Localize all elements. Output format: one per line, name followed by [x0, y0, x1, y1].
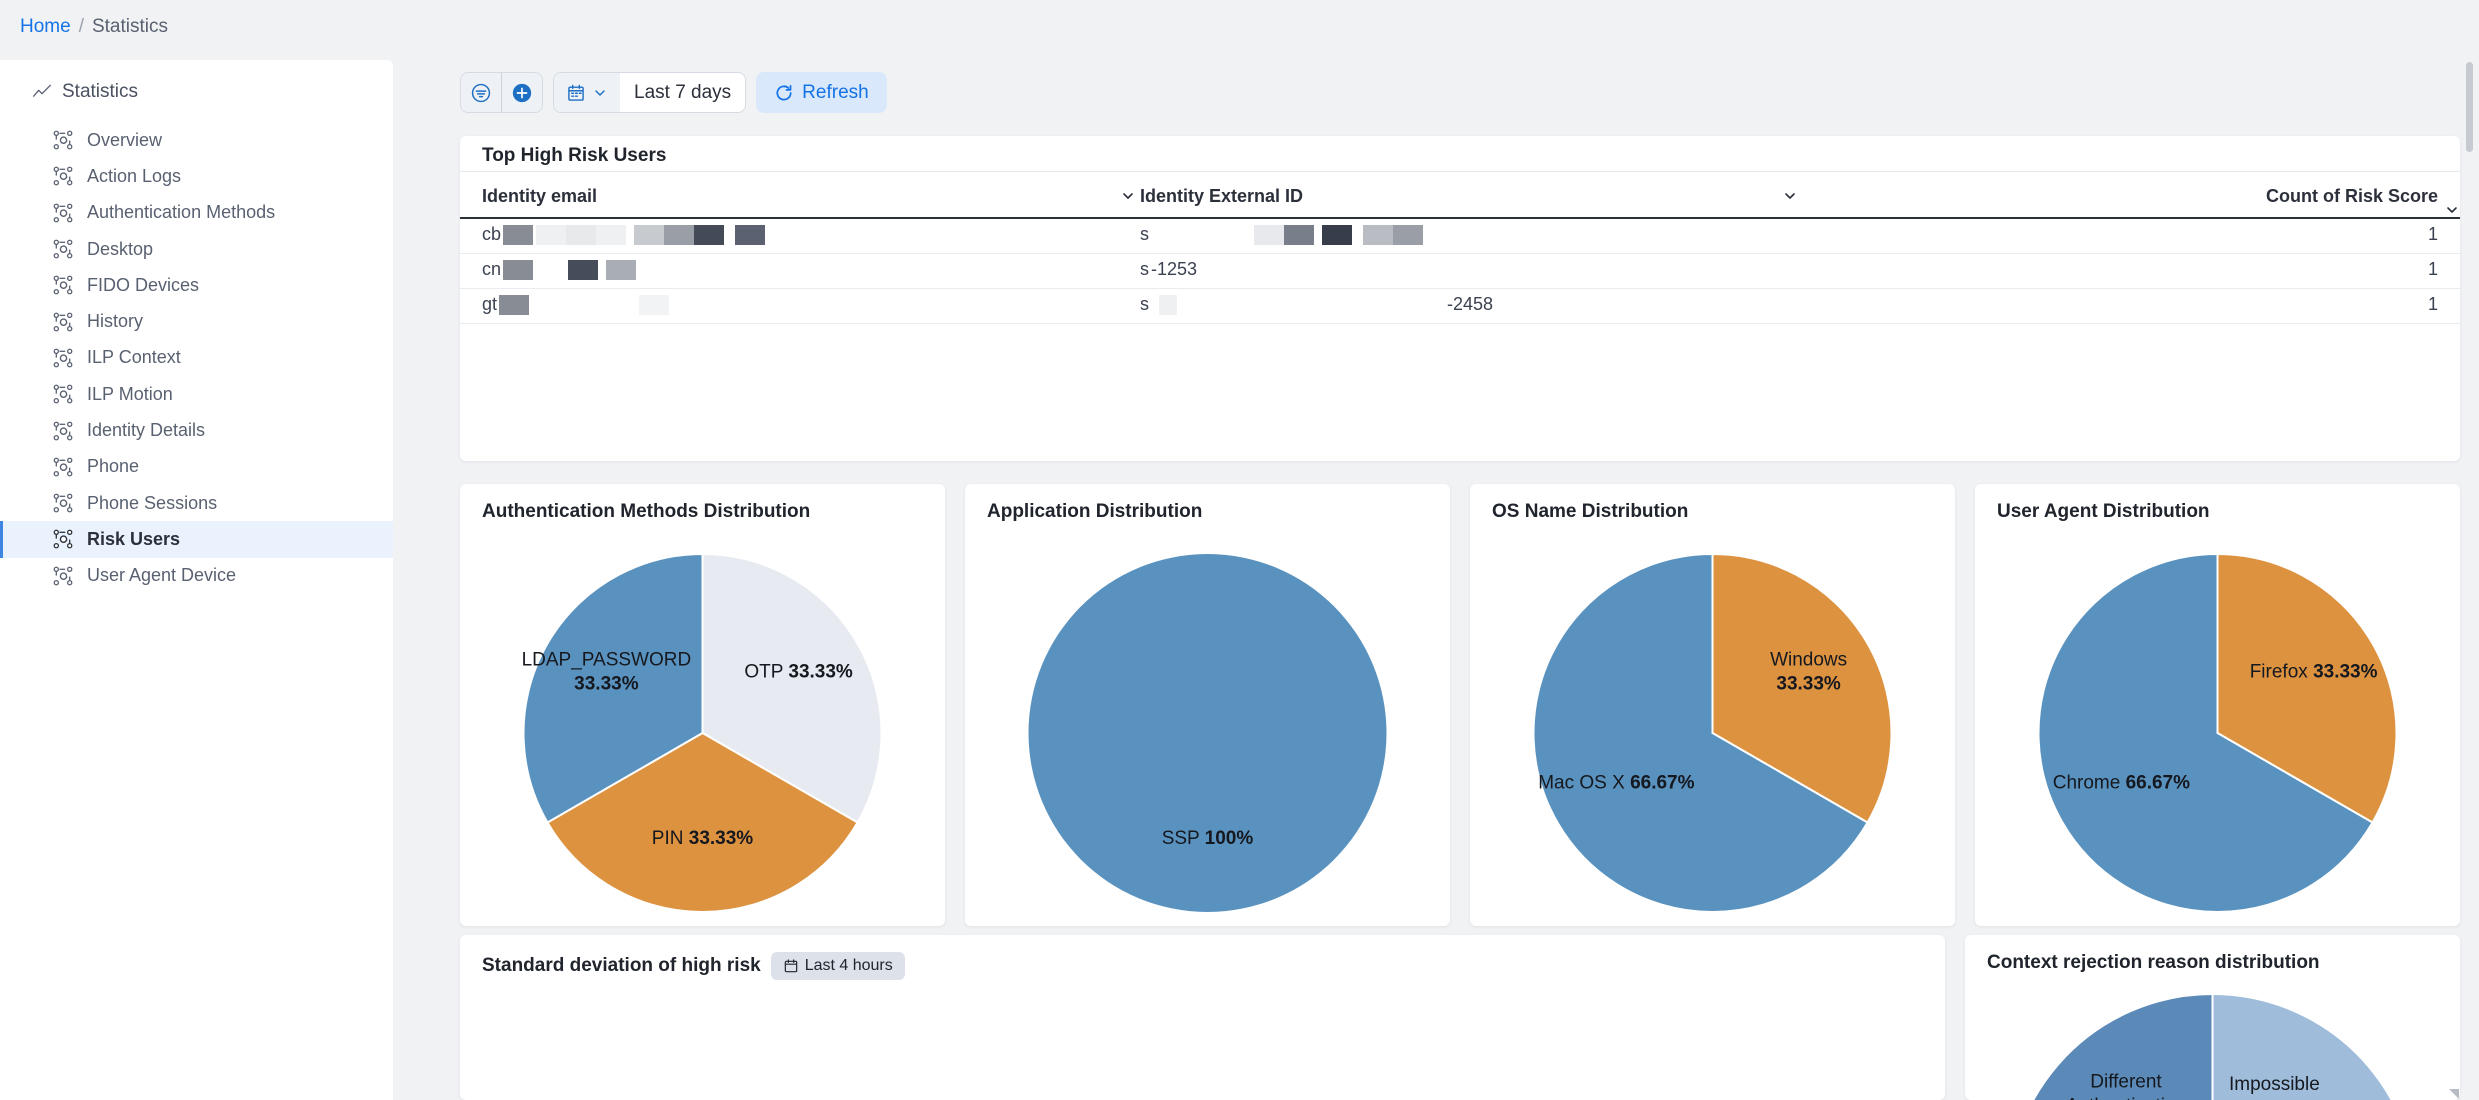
- svg-text:SSP 100%: SSP 100%: [1162, 828, 1254, 849]
- svg-text:Chrome 66.67%: Chrome 66.67%: [2053, 772, 2190, 793]
- svg-text:Firefox 33.33%: Firefox 33.33%: [2250, 662, 2378, 683]
- svg-text:Mac OS X 66.67%: Mac OS X 66.67%: [1538, 772, 1694, 793]
- svg-text:OTP 33.33%: OTP 33.33%: [744, 662, 853, 683]
- svg-text:PIN 33.33%: PIN 33.33%: [652, 828, 753, 849]
